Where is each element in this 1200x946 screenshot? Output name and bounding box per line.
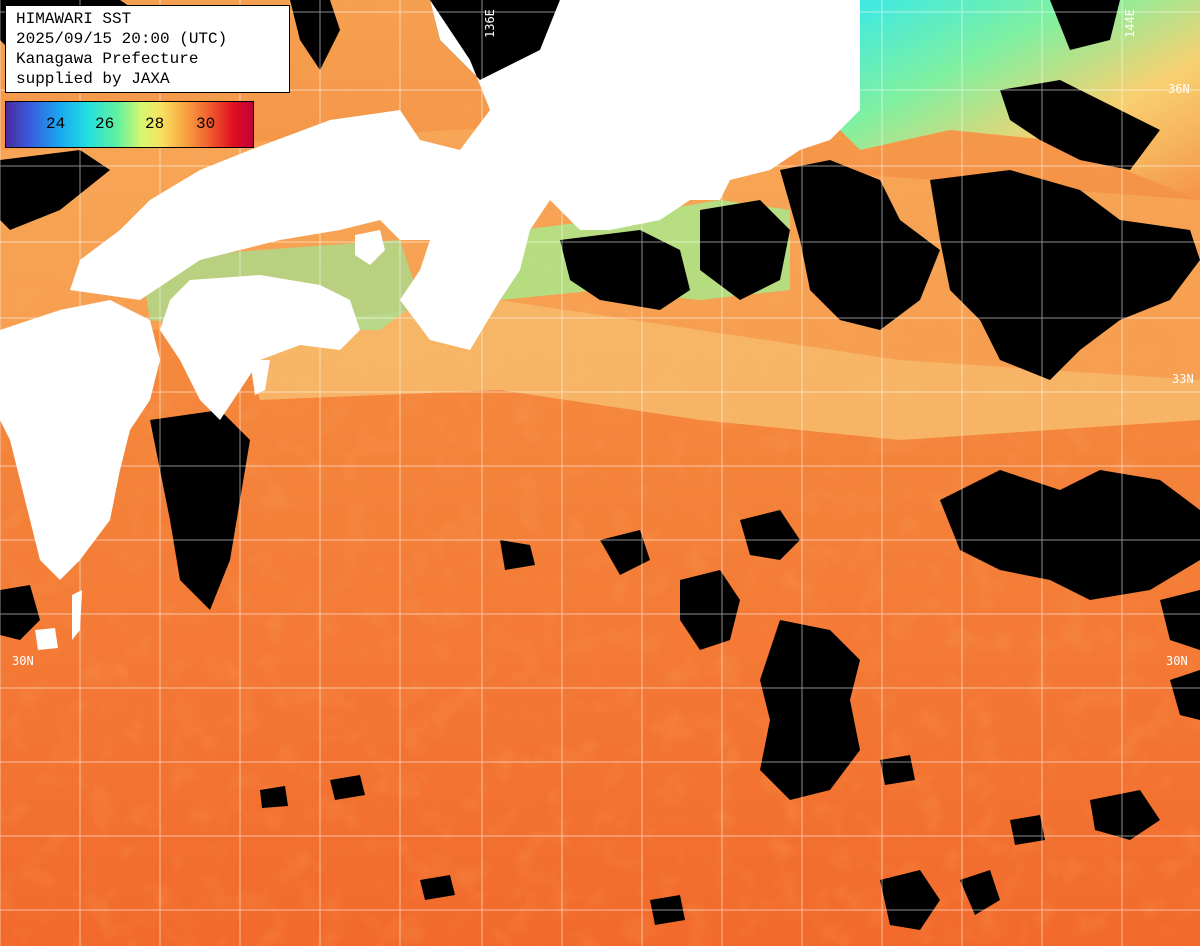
timestamp-line: 2025/09/15 20:00 (UTC) bbox=[16, 30, 228, 48]
info-box: HIMAWARI SST 2025/09/15 20:00 (UTC) Kana… bbox=[5, 5, 290, 93]
lat-label-36n: 36N bbox=[1168, 82, 1190, 96]
lon-label-144e: 144E bbox=[1123, 9, 1137, 38]
credit-line: supplied by JAXA bbox=[16, 70, 170, 88]
colorbar-tick: 30 bbox=[196, 115, 216, 133]
mid-temp-band bbox=[240, 300, 1200, 440]
awaji-island bbox=[355, 230, 385, 265]
colorbar-tick: 26 bbox=[95, 115, 115, 133]
kochi-point bbox=[250, 360, 270, 395]
lat-label-30n-right: 30N bbox=[1166, 654, 1188, 668]
colorbar-tick: 28 bbox=[145, 115, 165, 133]
colorbar: 24 26 28 30 bbox=[5, 101, 254, 148]
yakushima bbox=[35, 628, 58, 650]
title-line: HIMAWARI SST bbox=[16, 10, 132, 28]
lat-label-30n-left: 30N bbox=[12, 654, 34, 668]
colorbar-tick: 24 bbox=[46, 115, 66, 133]
honshu bbox=[70, 0, 860, 350]
lon-label-136e: 136E bbox=[483, 9, 497, 38]
region-line: Kanagawa Prefecture bbox=[16, 50, 199, 68]
lat-label-33n: 33N bbox=[1172, 372, 1194, 386]
shikoku bbox=[160, 275, 360, 420]
